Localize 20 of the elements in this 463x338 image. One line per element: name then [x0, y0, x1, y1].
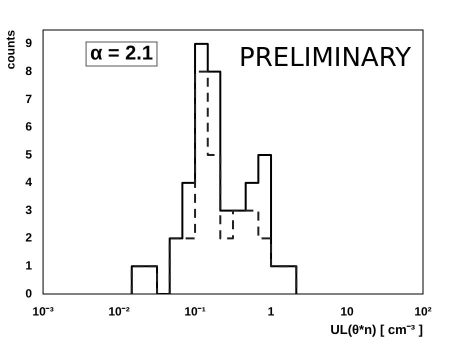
y-tick-label: 4 [25, 175, 32, 190]
x-tick-label: 10⁻² [108, 304, 130, 319]
y-tick-label: 9 [25, 36, 32, 50]
x-tick-label: 1 [268, 304, 275, 319]
y-axis-title: counts [4, 30, 18, 70]
x-tick-label: 10² [414, 304, 432, 319]
y-tick-label: 5 [25, 147, 32, 162]
x-tick-label: 10⁻¹ [184, 304, 206, 319]
y-tick-label: 0 [25, 286, 32, 300]
annotation: PRELIMINARY [239, 42, 412, 73]
annotation: α = 2.1 [90, 42, 153, 65]
y-tick-label: 3 [25, 202, 32, 217]
y-tick-label: 7 [25, 92, 32, 106]
y-tick-label: 6 [25, 120, 32, 134]
y-tick-label: 8 [25, 64, 32, 78]
y-tick-label: 2 [25, 230, 32, 245]
x-tick-label: 10 [340, 304, 354, 319]
y-tick-label: 1 [25, 258, 32, 273]
x-tick-label: 10⁻³ [32, 304, 54, 319]
x-axis-title: UL(θ*n) [ cm⁻³ ] [330, 322, 423, 337]
